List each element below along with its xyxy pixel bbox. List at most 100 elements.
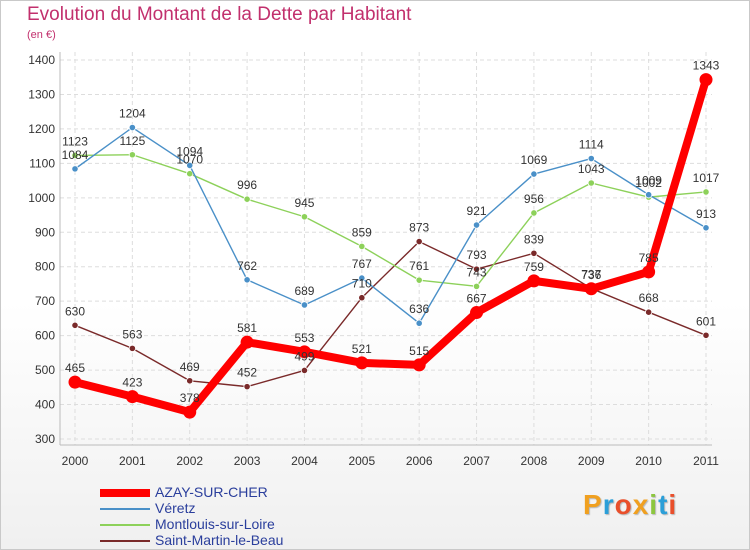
data-label: 761 bbox=[409, 259, 429, 273]
data-label: 499 bbox=[294, 349, 314, 363]
series-line-1 bbox=[74, 126, 707, 324]
data-point bbox=[297, 345, 311, 359]
x-tick-label: 2008 bbox=[521, 454, 548, 468]
data-label: 1123 bbox=[62, 134, 88, 148]
x-tick-label: 2003 bbox=[234, 454, 261, 468]
data-point bbox=[243, 383, 251, 391]
data-label: 515 bbox=[409, 344, 429, 358]
data-point bbox=[530, 170, 538, 178]
data-point bbox=[702, 331, 710, 339]
data-label: 945 bbox=[294, 196, 314, 210]
data-label: 743 bbox=[467, 265, 487, 279]
data-point bbox=[587, 179, 595, 187]
data-label: 793 bbox=[467, 248, 487, 262]
logo-letter: r bbox=[602, 489, 615, 520]
data-label: 636 bbox=[409, 302, 429, 316]
data-label: 1343 bbox=[693, 59, 720, 73]
data-point bbox=[240, 335, 254, 349]
data-label: 667 bbox=[467, 292, 487, 306]
data-label: 521 bbox=[352, 342, 372, 356]
data-label: 469 bbox=[180, 360, 200, 374]
data-point bbox=[128, 151, 136, 159]
data-label: 668 bbox=[639, 291, 659, 305]
data-label: 839 bbox=[524, 232, 544, 246]
y-tick-label: 800 bbox=[35, 260, 55, 274]
data-point bbox=[125, 390, 139, 404]
data-label: 553 bbox=[294, 331, 314, 345]
data-label: 921 bbox=[467, 204, 487, 218]
y-tick-label: 900 bbox=[35, 225, 55, 239]
data-label: 759 bbox=[524, 260, 544, 274]
data-point bbox=[300, 366, 309, 375]
data-point bbox=[183, 405, 197, 419]
data-label: 378 bbox=[180, 391, 200, 405]
data-label: 767 bbox=[352, 257, 372, 271]
data-point bbox=[645, 191, 653, 199]
series-line-3 bbox=[74, 240, 707, 388]
data-label: 1009 bbox=[635, 174, 662, 188]
data-point bbox=[584, 282, 598, 296]
data-point bbox=[642, 265, 656, 279]
data-label: 1070 bbox=[176, 153, 203, 167]
data-point bbox=[355, 356, 369, 370]
series-lines bbox=[68, 73, 713, 419]
data-label: 423 bbox=[122, 376, 142, 390]
series-line-2 bbox=[74, 154, 707, 288]
data-point bbox=[702, 224, 710, 232]
data-label: 563 bbox=[122, 327, 142, 341]
data-point bbox=[128, 344, 136, 352]
data-label: 762 bbox=[237, 259, 257, 273]
x-tick-label: 2007 bbox=[463, 454, 490, 468]
legend-swatch bbox=[100, 508, 150, 510]
data-label: 996 bbox=[237, 178, 257, 192]
y-tick-label: 500 bbox=[35, 363, 55, 377]
x-tick-label: 2010 bbox=[635, 454, 662, 468]
data-point bbox=[68, 375, 82, 389]
data-point bbox=[702, 188, 710, 196]
data-label: 913 bbox=[696, 207, 716, 221]
data-point bbox=[530, 249, 538, 257]
data-point bbox=[530, 209, 538, 217]
data-point bbox=[470, 306, 484, 320]
legend-swatch bbox=[100, 540, 150, 542]
data-point bbox=[186, 170, 194, 178]
legend-label: AZAY-SUR-CHER bbox=[155, 484, 268, 500]
data-label: 581 bbox=[237, 321, 257, 335]
data-point bbox=[300, 301, 309, 309]
y-tick-label: 300 bbox=[35, 432, 55, 446]
y-tick-label: 600 bbox=[35, 329, 55, 343]
data-label: 873 bbox=[409, 221, 429, 235]
data-label: 737 bbox=[581, 267, 601, 281]
logo-letter: P bbox=[583, 489, 603, 520]
legend-label: Montlouis-sur-Loire bbox=[155, 516, 275, 532]
y-tick-label: 1000 bbox=[28, 191, 55, 205]
logo-letter: i bbox=[668, 489, 678, 520]
data-label: 736 bbox=[581, 268, 601, 282]
proxiti-logo: Proxiti bbox=[583, 489, 677, 521]
chart-title: Evolution du Montant de la Dette par Hab… bbox=[27, 4, 412, 25]
y-tick-label: 1100 bbox=[29, 156, 55, 170]
data-label: 465 bbox=[65, 361, 85, 375]
logo-letter: o bbox=[614, 489, 633, 520]
data-point bbox=[472, 221, 481, 229]
data-label: 710 bbox=[352, 277, 372, 291]
data-label: 956 bbox=[524, 192, 544, 206]
data-label: 1002 bbox=[635, 176, 662, 190]
data-label: 689 bbox=[294, 284, 314, 298]
data-label: 859 bbox=[352, 225, 372, 239]
legend-item: Montlouis-sur-Loire bbox=[100, 516, 360, 532]
data-point bbox=[358, 294, 366, 302]
y-tick-label: 1400 bbox=[28, 53, 55, 67]
data-point bbox=[415, 319, 423, 327]
data-label: 1069 bbox=[521, 153, 548, 167]
data-label: 1114 bbox=[579, 138, 604, 152]
y-tick-label: 700 bbox=[35, 294, 55, 308]
data-point bbox=[71, 321, 79, 329]
y-tick-label: 1200 bbox=[28, 122, 55, 136]
data-point bbox=[699, 73, 713, 87]
legend-item: Saint-Martin-le-Beau bbox=[100, 532, 360, 548]
x-tick-label: 2001 bbox=[119, 454, 146, 468]
logo-letter: t bbox=[658, 489, 669, 520]
data-label: 1043 bbox=[578, 162, 605, 176]
